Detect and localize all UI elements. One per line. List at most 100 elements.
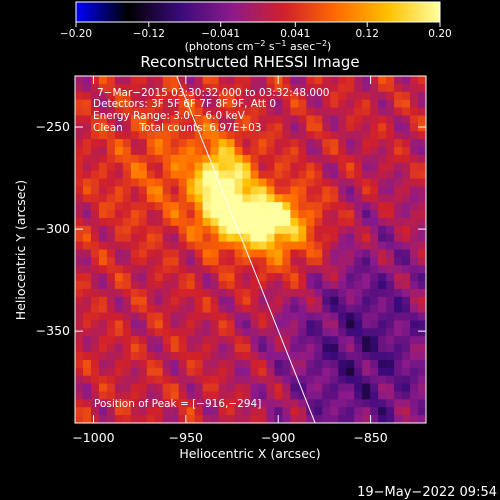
heatmap-cell [202, 265, 212, 274]
heatmap-cell [234, 367, 244, 377]
heatmap-cell [170, 76, 180, 85]
heatmap-cell [234, 99, 244, 109]
heatmap-cell [162, 107, 172, 117]
heatmap-cell [170, 249, 180, 258]
heatmap-cell [242, 415, 252, 423]
heatmap-cell [146, 249, 156, 258]
heatmap-cell [82, 375, 92, 385]
heatmap-cell [154, 154, 164, 164]
heatmap-cell [186, 210, 196, 219]
heatmap-cell [178, 186, 188, 195]
heatmap-cell [98, 415, 108, 423]
heatmap-cell [274, 336, 284, 345]
heatmap-cell [170, 304, 180, 314]
heatmap-cell [394, 304, 403, 314]
heatmap-cell [418, 312, 426, 322]
heatmap-cell [346, 359, 355, 369]
heatmap-cell [418, 210, 426, 219]
heatmap-cell [226, 107, 236, 117]
heatmap-cell [298, 288, 307, 298]
heatmap-cell [82, 383, 92, 393]
heatmap-cell [386, 170, 395, 180]
heatmap-cell [338, 288, 347, 298]
heatmap-cell [266, 162, 276, 172]
heatmap-cell [250, 91, 260, 101]
heatmap-cell [194, 288, 204, 298]
heatmap-cell [138, 170, 148, 180]
heatmap-cell [266, 241, 276, 251]
heatmap-cell [394, 383, 403, 393]
heatmap-cell [402, 336, 411, 345]
heatmap-cell [114, 383, 124, 393]
heatmap-cell [186, 375, 196, 385]
heatmap-cell [362, 91, 371, 101]
annotation-detectors: Detectors: 3F 5F 6F 7F 8F 9F, Att 0 [93, 98, 276, 110]
heatmap-cell [346, 328, 355, 337]
heatmap-cell [90, 399, 100, 408]
heatmap-cell [218, 115, 228, 124]
heatmap-cell [138, 241, 148, 251]
heatmap-cell [154, 320, 164, 329]
heatmap-cell [402, 146, 411, 156]
heatmap-cell [114, 178, 124, 188]
heatmap-cell [402, 115, 411, 124]
heatmap-cell [130, 391, 140, 400]
heatmap-cell [362, 76, 371, 85]
heatmap-cell [178, 391, 188, 400]
heatmap-cell [194, 241, 204, 251]
heatmap-cell [402, 217, 411, 227]
heatmap-cell [394, 352, 403, 361]
heatmap-cell [114, 336, 124, 345]
heatmap-cell [290, 391, 299, 400]
heatmap-cell [138, 336, 148, 345]
heatmap-cell [418, 265, 426, 274]
heatmap-cell [154, 359, 164, 369]
heatmap-cell [346, 131, 355, 140]
heatmap-cell [250, 170, 260, 180]
heatmap-cell [114, 344, 124, 353]
heatmap-cell [194, 107, 204, 117]
heatmap-cell [346, 154, 355, 164]
heatmap-cell [330, 281, 339, 290]
heatmap-cell [162, 146, 172, 156]
heatmap-cell [298, 178, 307, 188]
heatmap-cell [258, 344, 268, 353]
heatmap-cell [138, 91, 148, 101]
heatmap-cell [314, 304, 323, 314]
y-axis-label: Heliocentric Y (arcsec) [13, 180, 28, 320]
heatmap-cell [346, 225, 355, 235]
heatmap-cell [154, 241, 164, 251]
heatmap-cell [274, 415, 284, 423]
heatmap-cell [90, 415, 100, 423]
heatmap-cell [290, 170, 299, 180]
heatmap-cell [418, 146, 426, 156]
heatmap-cell [346, 202, 355, 211]
heatmap-cell [218, 91, 228, 101]
heatmap-cell [386, 383, 395, 393]
heatmap-cell [418, 328, 426, 337]
heatmap-cell [202, 304, 212, 314]
heatmap-cell [338, 265, 347, 274]
heatmap-cell [130, 99, 140, 109]
colorbar-tick-label: −0.12 [133, 28, 165, 40]
heatmap-cell [298, 233, 307, 243]
heatmap-cell [258, 241, 268, 251]
heatmap-cell [90, 210, 100, 219]
heatmap-cell [330, 391, 339, 400]
heatmap-cell [226, 359, 236, 369]
heatmap-cell [386, 115, 395, 124]
heatmap-cell [338, 83, 347, 93]
heatmap-cell [370, 328, 379, 337]
heatmap-cell [234, 352, 244, 361]
heatmap-cell [346, 194, 355, 203]
heatmap-cell [130, 312, 140, 322]
heatmap-cell [274, 383, 284, 393]
heatmap-cell [234, 249, 244, 258]
heatmap-cell [290, 304, 299, 314]
heatmap-cell [378, 399, 387, 408]
heatmap-cell [98, 217, 108, 227]
heatmap-cell [178, 233, 188, 243]
heatmap-cell [250, 162, 260, 172]
heatmap-cell [226, 407, 236, 416]
heatmap-cell [306, 170, 315, 180]
